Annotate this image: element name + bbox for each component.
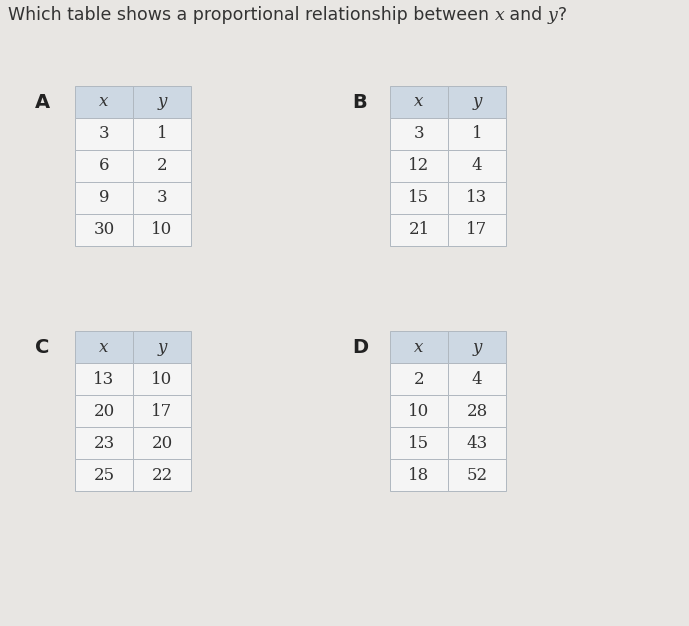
Text: 10: 10: [409, 403, 430, 419]
Bar: [75, 150, 133, 182]
Text: y: y: [473, 93, 482, 111]
Text: B: B: [352, 93, 367, 112]
Text: 28: 28: [466, 403, 488, 419]
Bar: [133, 118, 191, 150]
Text: 22: 22: [152, 466, 173, 483]
Bar: [390, 182, 448, 214]
Text: 3: 3: [413, 125, 424, 143]
Text: 20: 20: [152, 434, 173, 451]
Text: 18: 18: [409, 466, 430, 483]
Bar: [75, 118, 133, 150]
Bar: [133, 395, 191, 427]
Text: 20: 20: [94, 403, 114, 419]
Bar: [390, 331, 448, 363]
Text: 10: 10: [152, 222, 173, 239]
Text: 2: 2: [413, 371, 424, 387]
Bar: [448, 427, 506, 459]
Text: x: x: [99, 93, 109, 111]
Text: ?: ?: [558, 6, 567, 24]
Bar: [75, 86, 133, 118]
Text: 4: 4: [472, 371, 482, 387]
Text: 23: 23: [94, 434, 114, 451]
Text: 2: 2: [156, 158, 167, 175]
Text: 13: 13: [94, 371, 114, 387]
Text: 30: 30: [94, 222, 114, 239]
Text: 15: 15: [409, 434, 429, 451]
Text: x: x: [99, 339, 109, 356]
Text: C: C: [35, 338, 50, 357]
Bar: [448, 86, 506, 118]
Text: 1: 1: [156, 125, 167, 143]
Text: y: y: [473, 339, 482, 356]
Text: 13: 13: [466, 190, 488, 207]
Bar: [133, 150, 191, 182]
Text: A: A: [35, 93, 50, 112]
Bar: [448, 459, 506, 491]
Text: 10: 10: [152, 371, 173, 387]
Bar: [133, 182, 191, 214]
Text: x: x: [414, 93, 424, 111]
Bar: [133, 427, 191, 459]
Bar: [448, 118, 506, 150]
Text: 52: 52: [466, 466, 488, 483]
Text: 17: 17: [152, 403, 173, 419]
Bar: [448, 214, 506, 246]
Text: 12: 12: [409, 158, 430, 175]
Bar: [75, 363, 133, 395]
Text: 6: 6: [99, 158, 110, 175]
Text: Which table shows a proportional relationship between: Which table shows a proportional relatio…: [8, 6, 495, 24]
Bar: [390, 363, 448, 395]
Text: 21: 21: [409, 222, 430, 239]
Text: 4: 4: [472, 158, 482, 175]
Bar: [75, 214, 133, 246]
Bar: [75, 459, 133, 491]
Text: 15: 15: [409, 190, 429, 207]
Bar: [448, 363, 506, 395]
Bar: [448, 395, 506, 427]
Bar: [448, 182, 506, 214]
Bar: [390, 427, 448, 459]
Text: 1: 1: [472, 125, 482, 143]
Bar: [133, 86, 191, 118]
Text: x: x: [495, 7, 504, 24]
Text: 9: 9: [99, 190, 110, 207]
Text: 3: 3: [156, 190, 167, 207]
Bar: [448, 150, 506, 182]
Bar: [390, 214, 448, 246]
Text: and: and: [504, 6, 548, 24]
Bar: [133, 363, 191, 395]
Text: 43: 43: [466, 434, 488, 451]
Bar: [390, 118, 448, 150]
Text: x: x: [414, 339, 424, 356]
Bar: [75, 182, 133, 214]
Bar: [133, 214, 191, 246]
Bar: [390, 395, 448, 427]
Text: D: D: [352, 338, 368, 357]
Bar: [390, 150, 448, 182]
Bar: [390, 86, 448, 118]
Text: 25: 25: [94, 466, 114, 483]
Bar: [390, 459, 448, 491]
Bar: [133, 459, 191, 491]
Bar: [75, 395, 133, 427]
Bar: [133, 331, 191, 363]
Text: 3: 3: [99, 125, 110, 143]
Bar: [448, 331, 506, 363]
Bar: [75, 331, 133, 363]
Text: y: y: [157, 93, 167, 111]
Bar: [75, 427, 133, 459]
Text: y: y: [157, 339, 167, 356]
Text: 17: 17: [466, 222, 488, 239]
Text: y: y: [548, 7, 558, 24]
